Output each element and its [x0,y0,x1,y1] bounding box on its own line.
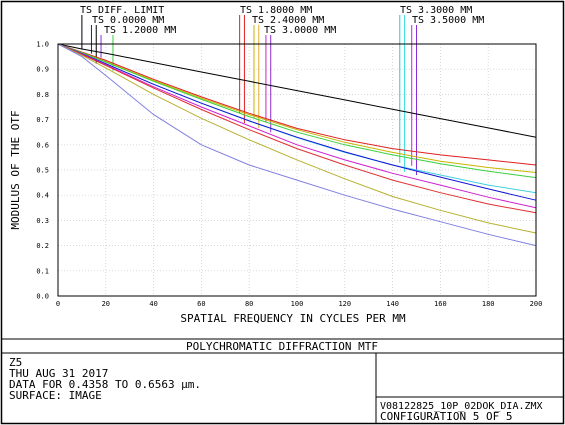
file-name: V08122825_10P_02DOK_DIA.ZMX [380,401,543,412]
x-axis-label: SPATIAL FREQUENCY IN CYCLES PER MM [180,312,406,325]
x-tick-label: 0 [56,300,60,308]
legend-label: TS 1.8000 MM [240,5,312,16]
y-tick-label: 0.2 [36,242,49,250]
x-tick-label: 60 [197,300,205,308]
series-lines [57,43,537,247]
legend-label: TS DIFF. LIMIT [80,5,164,16]
y-tick-label: 0.6 [36,141,49,149]
legend-label: TS 1.2000 MM [104,25,176,36]
x-tick-label: 160 [434,300,447,308]
y-tick-label: 0.4 [36,192,49,200]
legend-label: TS 3.0000 MM [264,25,336,36]
x-tick-label: 180 [482,300,495,308]
x-tick-label: 100 [291,300,304,308]
legend-label: TS 2.4000 MM [252,15,324,26]
mtf-curve [57,43,537,179]
y-tick-label: 0.3 [36,217,49,225]
mtf-curve [57,43,537,209]
tick-labels: 0 20 40 60 80 100 120 140 160 180 200 0.0 0.1 0.2 0.3 0… [36,41,542,309]
y-tick-label: 0.8 [36,91,49,99]
y-tick-label: 1.0 [36,41,49,49]
x-tick-label: 80 [245,300,253,308]
x-tick-label: 120 [338,300,351,308]
configuration-label: CONFIGURATION 5 OF 5 [380,410,512,423]
legend-label: TS 3.3000 MM [400,5,472,16]
info-line-2: THU AUG 31 2017 [9,367,108,380]
mtf-curve [57,43,537,138]
info-line-3: DATA FOR 0.4358 TO 0.6563 µm. [9,378,201,391]
mtf-curve [57,43,537,201]
x-tick-label: 200 [530,300,543,308]
mtf-curve [57,43,537,214]
chart-title: POLYCHROMATIC DIFFRACTION MTF [186,340,378,353]
x-tick-label: 20 [102,300,110,308]
y-tick-label: 0.7 [36,116,49,124]
y-axis-label: MODULUS OF THE OTF [9,110,22,229]
y-tick-label: 0.5 [36,167,49,175]
mtf-curve [57,43,537,166]
x-tick-label: 140 [386,300,399,308]
y-tick-label: 0.1 [36,267,49,275]
y-tick-label: 0.9 [36,66,49,74]
plot-frame [57,43,537,297]
info-line-4: SURFACE: IMAGE [9,389,102,402]
y-tick-label: 0.0 [36,293,49,301]
legend-label: TS 3.5000 MM [412,15,484,26]
mtf-curve [57,43,537,247]
x-tick-label: 40 [149,300,157,308]
mtf-curve [57,43,537,234]
legend-label: TS 0.0000 MM [92,15,164,26]
info-line-1: Z5 [9,356,22,369]
